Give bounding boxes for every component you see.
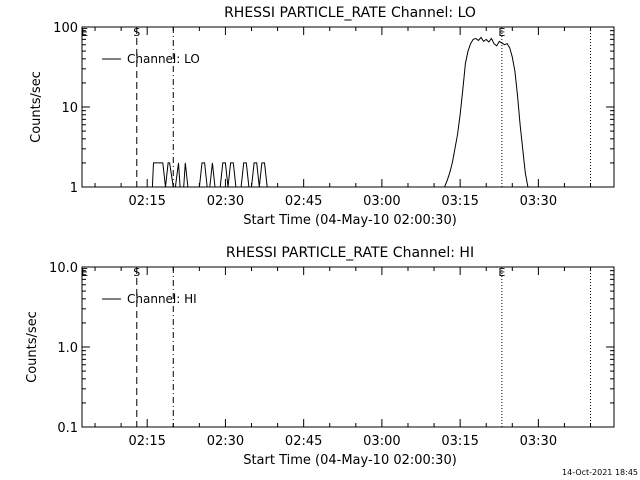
marker-label: E [81,266,88,279]
panel-hi-xlabel: Start Time (04-May-10 02:00:30) [243,453,457,468]
series-line [82,36,534,188]
marker-label: S [133,266,140,279]
x-tick-label: 02:15 [128,434,165,449]
panel-hi-legend: Channel: HI [102,292,197,306]
y-tick-label: 1 [70,181,78,196]
x-tick-label: 02:45 [285,434,322,449]
y-tick-label: 100 [53,21,78,36]
y-tick-label: 10 [61,101,78,116]
panel-hi-plot-frame [81,266,615,428]
panel-lo-series [82,36,534,188]
marker-label: E [81,26,88,39]
panel-hi-ylabel: Counts/sec [25,311,40,383]
x-tick-label: 03:00 [363,434,400,449]
panel-hi-ticks: 02:15 02:30 02:45 03:00 03:15 03:30 0.1 1.0 10.0 [49,261,614,449]
panel-lo-xlabel: Start Time (04-May-10 02:00:30) [243,213,457,228]
panel-lo: RHESSI PARTICLE_RATE Channel: LO 02:15 02… [29,5,615,228]
x-tick-label: 02:15 [128,194,165,209]
x-tick-label: 03:00 [363,194,400,209]
y-tick-label: 10.0 [49,261,78,276]
marker-label: E [498,26,505,39]
x-tick-label: 02:45 [285,194,322,209]
x-tick-label: 03:30 [520,194,557,209]
y-tick-label: 1.0 [57,341,78,356]
y-tick-label: 0.1 [57,421,78,436]
x-tick-label: 03:15 [441,434,478,449]
footer-timestamp: 14-Oct-2021 18:45 [562,468,638,477]
panel-lo-ticks: 02:15 02:30 02:45 03:00 03:15 03:30 1 10 100 [53,21,614,209]
legend-lo-label: Channel: LO [127,52,200,66]
marker-label: S [133,26,140,39]
x-tick-label: 02:30 [207,194,244,209]
panel-lo-title: RHESSI PARTICLE_RATE Channel: LO [224,5,476,21]
x-tick-label: 03:15 [441,194,478,209]
marker-label: E [498,266,505,279]
panel-lo-ylabel: Counts/sec [29,71,44,143]
x-tick-label: 02:30 [207,434,244,449]
panel-hi: RHESSI PARTICLE_RATE Channel: HI 02:15 02… [25,245,615,468]
panel-hi-title: RHESSI PARTICLE_RATE Channel: HI [226,245,474,261]
legend-hi-label: Channel: HI [127,292,197,306]
panel-lo-legend: Channel: LO [102,52,200,66]
x-tick-label: 03:30 [520,434,557,449]
